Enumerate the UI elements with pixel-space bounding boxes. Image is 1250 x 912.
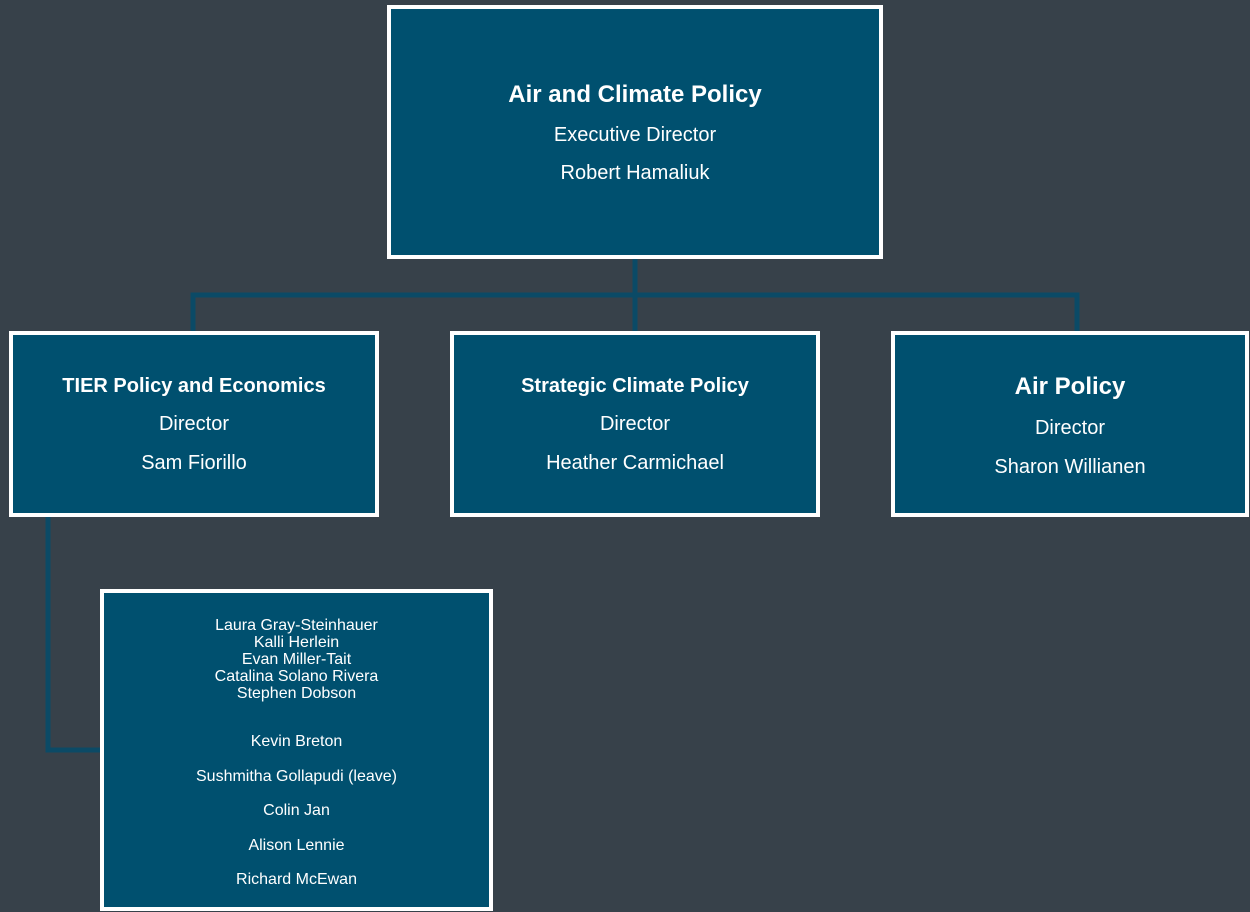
node-box: Air Policy Director Sharon Willianen: [891, 331, 1249, 517]
connector: [45, 516, 101, 753]
staff-name: Kalli Herlein: [253, 634, 340, 651]
node-role: Director: [158, 413, 229, 435]
staff-name: Sushmitha Gollapudi (leave): [196, 767, 397, 785]
node-name: Heather Carmichael: [546, 452, 724, 474]
staff-name: Kevin Breton: [250, 733, 343, 750]
staff-box: Laura Gray-Steinhauer Kalli Herlein Evan M…: [100, 589, 493, 911]
node-box: TIER Policy and Economics Director Sam F…: [9, 331, 379, 517]
node-title: TIER Policy and Economics: [62, 375, 326, 397]
node-title: Air and Climate Policy: [508, 81, 762, 108]
node-name: Sam Fiorillo: [141, 452, 247, 474]
staff-name: Alison Lennie: [248, 836, 345, 854]
staff-name: Evan Miller-Tait: [241, 651, 352, 668]
staff-name: Laura Gray-Steinhauer: [215, 617, 378, 634]
node-title: Strategic Climate Policy: [521, 375, 749, 397]
staff-name: Colin Jan: [263, 802, 330, 819]
staff-name: Richard McEwan: [236, 871, 357, 888]
node-name: Sharon Willianen: [994, 456, 1146, 478]
node-role: Executive Director: [553, 124, 717, 146]
staff-name: Catalina Solano Rivera: [214, 668, 379, 685]
node-box: Air and Climate Policy Executive Directo…: [387, 5, 883, 259]
node-role: Director: [1034, 417, 1105, 439]
staff-name: Stephen Dobson: [236, 685, 357, 702]
node-box: Strategic Climate Policy Director Heathe…: [450, 331, 820, 517]
node-name: Robert Hamaliuk: [560, 162, 710, 184]
node-title: Air Policy: [1014, 373, 1126, 400]
node-role: Director: [599, 413, 670, 435]
